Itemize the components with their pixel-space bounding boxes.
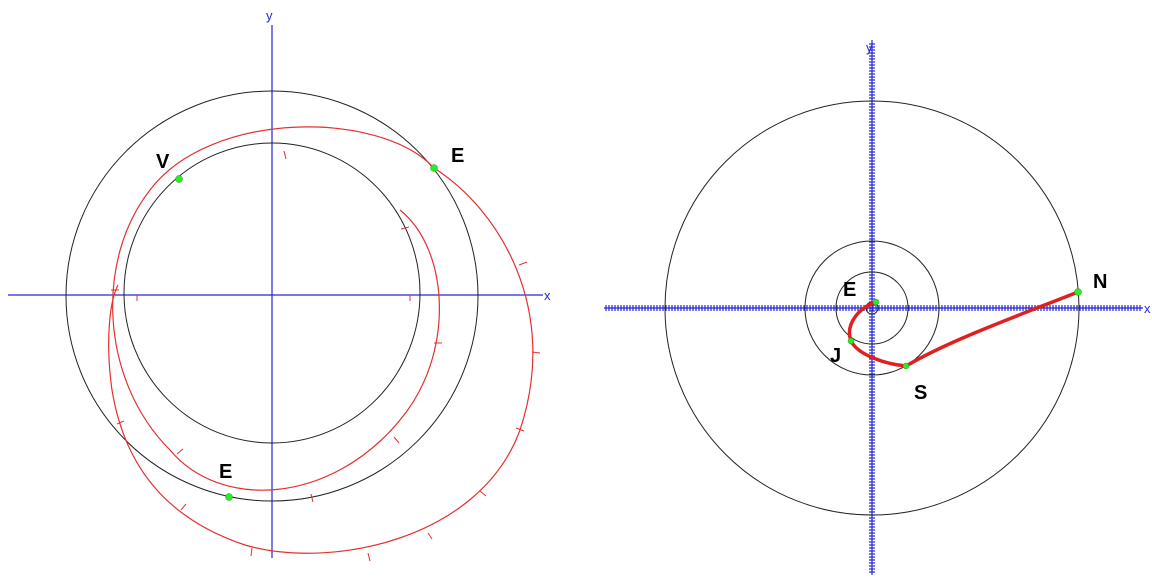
- saturn-orbit: [804, 240, 940, 376]
- right-y-axis-label: y: [866, 40, 873, 55]
- left-outer-orbit: [65, 90, 479, 502]
- left-inner-orbit: [123, 142, 421, 444]
- left-x-axis-label: x: [544, 288, 551, 303]
- right-y-axis-ticks: [869, 43, 875, 573]
- right-panel: x y E J S N: [604, 40, 1151, 575]
- label-earth: E: [843, 279, 856, 301]
- left-trajectory-inner-loop: [112, 126, 440, 491]
- label-jupiter: J: [830, 345, 841, 367]
- jupiter-orbit: [835, 271, 909, 345]
- neptune-orbit: [664, 100, 1080, 516]
- neptune-marker: [1074, 288, 1082, 296]
- left-panel: x y: [8, 8, 551, 562]
- label-neptune: N: [1093, 271, 1107, 293]
- label-earth-start: E: [451, 145, 464, 167]
- jupiter-marker: [847, 337, 855, 345]
- label-venus: V: [156, 151, 170, 173]
- right-x-axis-ticks: [605, 305, 1141, 311]
- earth-marker-flyby: [225, 493, 233, 501]
- label-earth-flyby: E: [219, 461, 232, 483]
- left-trajectory-ticks: [111, 150, 541, 562]
- left-y-axis-label: y: [266, 8, 273, 23]
- left-trajectory-outer-loop: [108, 167, 534, 554]
- venus-marker: [175, 175, 183, 183]
- right-trajectory: [847, 290, 1080, 368]
- label-saturn: S: [914, 382, 927, 404]
- earth-marker-start: [430, 164, 438, 172]
- right-x-axis-label: x: [1144, 301, 1151, 316]
- earth-marker: [872, 298, 880, 306]
- saturn-marker: [902, 362, 910, 370]
